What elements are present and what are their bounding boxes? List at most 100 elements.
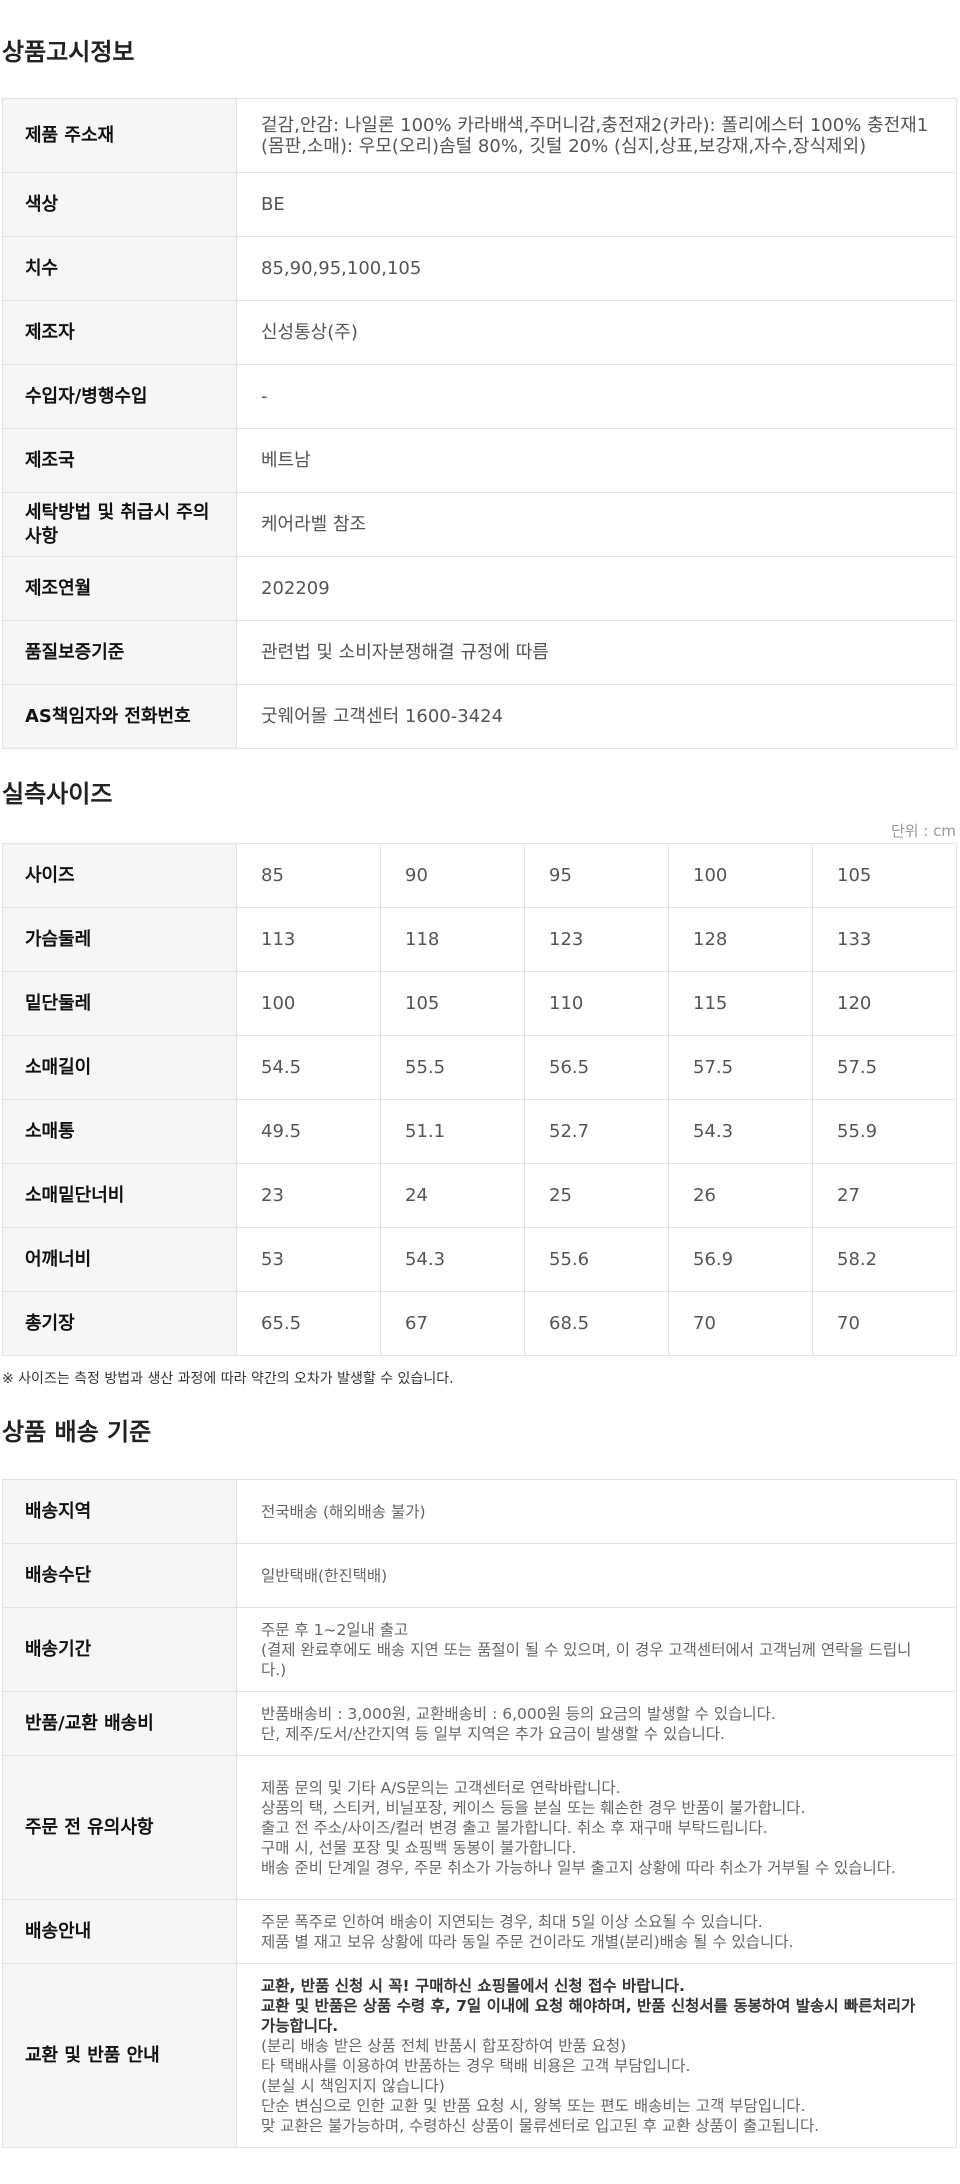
size-row: 총기장 65.5 67 68.5 70 70 xyxy=(2,1291,957,1356)
shipping-label: 교환 및 반품 안내 xyxy=(2,1963,237,2148)
size-cell: 56.5 xyxy=(524,1035,669,1100)
shipping-label: 주문 전 유의사항 xyxy=(2,1755,237,1900)
shipping-value: 주문 폭주로 인하여 배송이 지연되는 경우, 최대 5일 이상 소요될 수 있… xyxy=(236,1899,957,1964)
size-cell: 55.5 xyxy=(380,1035,525,1100)
size-label: 가슴둘레 xyxy=(2,907,237,972)
size-cell: 85 xyxy=(236,843,381,908)
shipping-line: 구매 시, 선물 포장 및 쇼핑백 동봉이 불가합니다. xyxy=(261,1838,577,1857)
shipping-line: (분리 배송 받은 상품 전체 반품시 합포장하여 반품 요청) xyxy=(261,2036,627,2055)
notice-value: BE xyxy=(236,172,957,237)
shipping-line: 제품 문의 및 기타 A/S문의는 고객센터로 연락바랍니다. xyxy=(261,1778,621,1797)
notice-value: 관련법 및 소비자분쟁해결 규정에 따름 xyxy=(236,620,957,685)
shipping-value: 일반택배(한진택배) xyxy=(236,1543,957,1608)
shipping-line: (결제 완료후에도 배송 지연 또는 품절이 될 수 있으며, 이 경우 고객센… xyxy=(261,1640,912,1679)
size-cell: 70 xyxy=(812,1291,957,1356)
size-row: 소매길이 54.5 55.5 56.5 57.5 57.5 xyxy=(2,1035,957,1100)
size-cell: 55.6 xyxy=(524,1227,669,1292)
size-label: 소매통 xyxy=(2,1099,237,1164)
size-label: 소매밑단너비 xyxy=(2,1163,237,1228)
notice-label: 색상 xyxy=(2,172,237,237)
size-cell: 68.5 xyxy=(524,1291,669,1356)
size-cell: 110 xyxy=(524,971,669,1036)
shipping-line: 주문 폭주로 인하여 배송이 지연되는 경우, 최대 5일 이상 소요될 수 있… xyxy=(261,1912,763,1931)
notice-row-as: AS책임자와 전화번호 굿웨어몰 고객센터 1600-3424 xyxy=(2,684,957,749)
shipping-line-bold: 교환 및 반품은 상품 수령 후, 7일 이내에 요청 해야하며, 반품 신청서… xyxy=(261,1996,916,2035)
notice-row-country: 제조국 베트남 xyxy=(2,428,957,493)
notice-row-size: 치수 85,90,95,100,105 xyxy=(2,236,957,301)
size-note: ※ 사이즈는 측정 방법과 생산 과정에 따라 약간의 오차가 발생할 수 있습… xyxy=(2,1371,454,1387)
size-cell: 49.5 xyxy=(236,1099,381,1164)
notice-label: 제조자 xyxy=(2,300,237,365)
notice-value: 202209 xyxy=(236,556,957,621)
size-cell: 95 xyxy=(524,843,669,908)
size-label: 사이즈 xyxy=(2,843,237,908)
size-cell: 54.3 xyxy=(380,1227,525,1292)
notice-row-material: 제품 주소재 겉감,안감: 나일론 100% 카라배색,주머니감,충전재2(카라… xyxy=(2,98,957,173)
notice-row-maker: 제조자 신성통상(주) xyxy=(2,300,957,365)
shipping-line: 출고 전 주소/사이즈/컬러 변경 출고 불가합니다. 취소 후 재구매 부탁드… xyxy=(261,1818,768,1837)
shipping-value: 주문 후 1~2일내 출고 (결제 완료후에도 배송 지연 또는 품절이 될 수… xyxy=(236,1607,957,1692)
notice-value: 신성통상(주) xyxy=(236,300,957,365)
size-cell: 113 xyxy=(236,907,381,972)
size-title: 실측사이즈 xyxy=(2,780,113,808)
shipping-value: 제품 문의 및 기타 A/S문의는 고객센터로 연락바랍니다. 상품의 택, 스… xyxy=(236,1755,957,1900)
size-cell: 57.5 xyxy=(812,1035,957,1100)
notice-row-washing: 세탁방법 및 취급시 주의사항 케어라벨 참조 xyxy=(2,492,957,557)
notice-value: 케어라벨 참조 xyxy=(236,492,957,557)
size-cell: 26 xyxy=(668,1163,813,1228)
notice-label: 제조연월 xyxy=(2,556,237,621)
size-cell: 90 xyxy=(380,843,525,908)
shipping-row-method: 배송수단 일반택배(한진택배) xyxy=(2,1543,957,1608)
notice-label: AS책임자와 전화번호 xyxy=(2,684,237,749)
shipping-value: 교환, 반품 신청 시 꼭! 구매하신 쇼핑몰에서 신청 접수 바랍니다. 교환… xyxy=(236,1963,957,2148)
shipping-label: 배송기간 xyxy=(2,1607,237,1692)
size-row: 밑단둘레 100 105 110 115 120 xyxy=(2,971,957,1036)
shipping-line: (분실 시 책임지지 않습니다) xyxy=(261,2076,445,2095)
notice-label: 품질보증기준 xyxy=(2,620,237,685)
shipping-line: 단순 변심으로 인한 교환 및 반품 요청 시, 왕복 또는 편도 배송비는 고… xyxy=(261,2096,806,2115)
shipping-row-period: 배송기간 주문 후 1~2일내 출고 (결제 완료후에도 배송 지연 또는 품절… xyxy=(2,1607,957,1692)
notice-value: - xyxy=(236,364,957,429)
notice-label: 수입자/병행수입 xyxy=(2,364,237,429)
size-cell: 51.1 xyxy=(380,1099,525,1164)
size-cell: 27 xyxy=(812,1163,957,1228)
shipping-line: 상품의 택, 스티커, 비닐포장, 케이스 등을 분실 또는 훼손한 경우 반품… xyxy=(261,1798,806,1817)
size-cell: 70 xyxy=(668,1291,813,1356)
shipping-label: 배송수단 xyxy=(2,1543,237,1608)
size-cell: 105 xyxy=(380,971,525,1036)
size-cell: 118 xyxy=(380,907,525,972)
size-cell: 53 xyxy=(236,1227,381,1292)
size-row: 가슴둘레 113 118 123 128 133 xyxy=(2,907,957,972)
notice-row-quality: 품질보증기준 관련법 및 소비자분쟁해결 규정에 따름 xyxy=(2,620,957,685)
notice-value: 베트남 xyxy=(236,428,957,493)
size-cell: 52.7 xyxy=(524,1099,669,1164)
shipping-line: 배송 준비 단계일 경우, 주문 취소가 가능하나 일부 출고지 상황에 따라 … xyxy=(261,1858,896,1877)
shipping-table: 배송지역 전국배송 (해외배송 불가) 배송수단 일반택배(한진택배) 배송기간… xyxy=(2,1479,957,2148)
size-cell: 115 xyxy=(668,971,813,1036)
notice-label: 치수 xyxy=(2,236,237,301)
size-cell: 133 xyxy=(812,907,957,972)
shipping-row-precautions: 주문 전 유의사항 제품 문의 및 기타 A/S문의는 고객센터로 연락바랍니다… xyxy=(2,1755,957,1900)
size-label: 밑단둘레 xyxy=(2,971,237,1036)
size-cell: 56.9 xyxy=(668,1227,813,1292)
size-table: 사이즈 85 90 95 100 105 가슴둘레 113 118 123 12… xyxy=(2,843,957,1356)
notice-label: 제조국 xyxy=(2,428,237,493)
notice-value: 굿웨어몰 고객센터 1600-3424 xyxy=(236,684,957,749)
size-unit: 단위 : cm xyxy=(890,822,956,840)
shipping-line: 전국배송 (해외배송 불가) xyxy=(261,1502,426,1521)
shipping-line: 반품배송비 : 3,000원, 교환배송비 : 6,000원 등의 요금의 발생… xyxy=(261,1704,776,1723)
shipping-value: 전국배송 (해외배송 불가) xyxy=(236,1479,957,1544)
shipping-row-exchange: 교환 및 반품 안내 교환, 반품 신청 시 꼭! 구매하신 쇼핑몰에서 신청 … xyxy=(2,1963,957,2148)
size-cell: 24 xyxy=(380,1163,525,1228)
size-label: 어깨너비 xyxy=(2,1227,237,1292)
notice-value: 겉감,안감: 나일론 100% 카라배색,주머니감,충전재2(카라): 폴리에스… xyxy=(236,98,957,173)
shipping-value: 반품배송비 : 3,000원, 교환배송비 : 6,000원 등의 요금의 발생… xyxy=(236,1691,957,1756)
size-cell: 128 xyxy=(668,907,813,972)
shipping-label: 배송안내 xyxy=(2,1899,237,1964)
size-cell: 67 xyxy=(380,1291,525,1356)
notice-row-color: 색상 BE xyxy=(2,172,957,237)
shipping-line: 주문 후 1~2일내 출고 xyxy=(261,1620,409,1639)
shipping-line: 일반택배(한진택배) xyxy=(261,1566,388,1585)
notice-label: 제품 주소재 xyxy=(2,98,237,173)
